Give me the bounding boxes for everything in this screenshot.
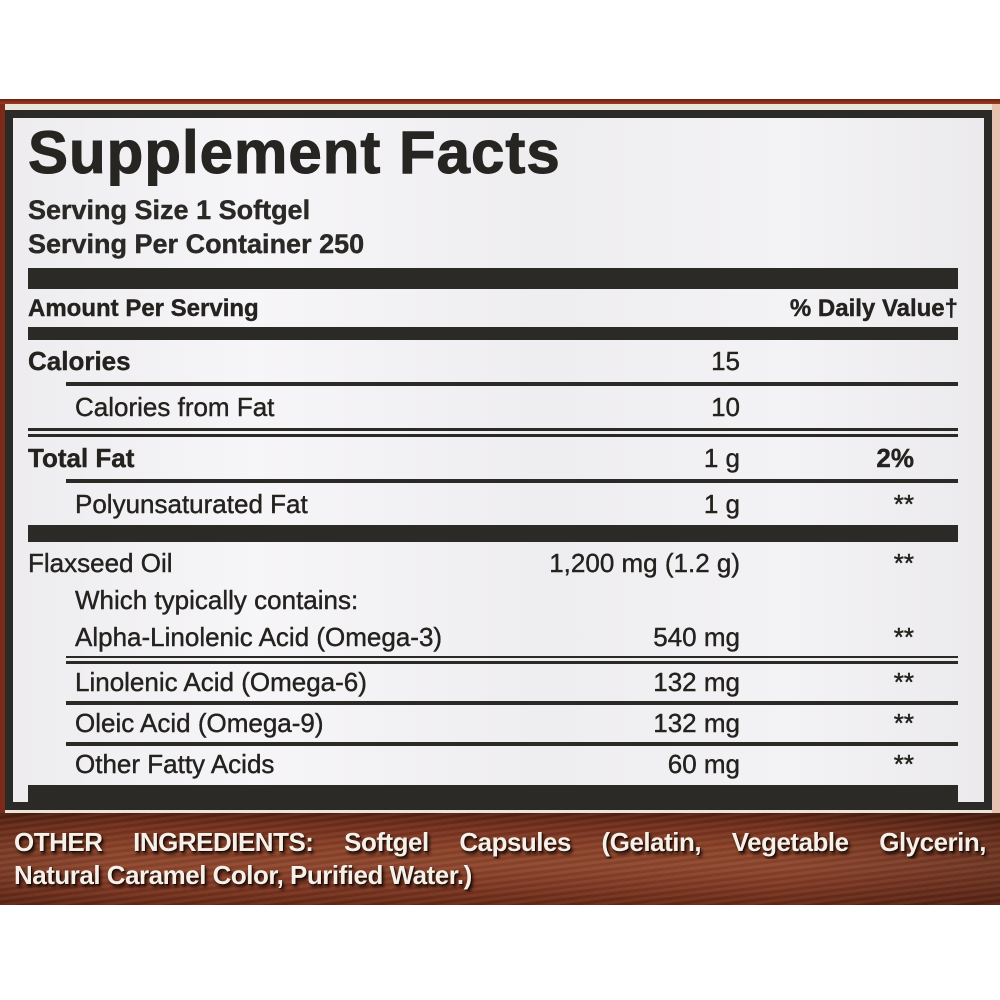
nutrient-amount: 15 bbox=[711, 346, 740, 377]
facts-row-total-fat: Total Fat 1 g 2% bbox=[28, 437, 958, 479]
facts-row-alpha-linolenic-acid: Alpha-Linolenic Acid (Omega-3) 540 mg ** bbox=[28, 619, 958, 656]
nutrient-name: Calories from Fat bbox=[75, 392, 275, 423]
panel-title: Supplement Facts bbox=[28, 119, 561, 186]
nutrient-name: Calories bbox=[28, 346, 131, 377]
nutrient-name: Which typically contains: bbox=[75, 585, 359, 616]
facts-row-which-typically-contains: Which typically contains: bbox=[28, 582, 958, 619]
row-divider bbox=[66, 701, 958, 706]
nutrient-name: Other Fatty Acids bbox=[75, 749, 275, 780]
nutrient-amount: 540 mg bbox=[653, 622, 740, 653]
facts-row-calories: Calories 15 bbox=[28, 340, 958, 382]
row-divider bbox=[66, 479, 958, 484]
nutrient-name: Polyunsaturated Fat bbox=[75, 489, 308, 520]
nutrient-name: Alpha-Linolenic Acid (Omega-3) bbox=[75, 622, 443, 653]
facts-row-flaxseed-oil: Flaxseed Oil 1,200 mg (1.2 g) ** bbox=[28, 542, 958, 582]
divider-bar bbox=[28, 268, 958, 290]
divider-bar bbox=[28, 525, 958, 543]
serving-size: Serving Size 1 Softgel bbox=[28, 195, 311, 226]
amount-per-serving-header: Amount Per Serving bbox=[28, 295, 259, 323]
nutrient-amount: 10 bbox=[711, 392, 740, 423]
other-ingredients-band: OTHER INGREDIENTS: Softgel Capsules (Gel… bbox=[0, 813, 1000, 905]
row-divider bbox=[66, 382, 958, 387]
row-divider bbox=[66, 742, 958, 747]
nutrient-amount: 60 mg bbox=[667, 749, 741, 780]
bottle-label: Supplement Facts Serving Size 1 Softgel … bbox=[0, 99, 1000, 905]
nutrient-name: Total Fat bbox=[28, 443, 135, 474]
label-top-edge bbox=[0, 99, 1000, 104]
nutrient-amount: 132 mg bbox=[653, 667, 740, 698]
nutrient-amount: 1 g bbox=[703, 489, 741, 520]
column-header-row: Amount Per Serving % Daily Value† bbox=[28, 289, 958, 327]
nutrient-name: Linolenic Acid (Omega-6) bbox=[75, 667, 367, 698]
nutrient-daily-value: ** bbox=[893, 708, 915, 739]
facts-row-calories-from-fat: Calories from Fat 10 bbox=[28, 386, 958, 428]
facts-row-polyunsaturated-fat: Polyunsaturated Fat 1 g ** bbox=[28, 483, 958, 525]
nutrient-daily-value: ** bbox=[893, 749, 915, 780]
label-left-edge bbox=[0, 104, 5, 813]
other-ingredients-line2: Natural Caramel Color, Purified Water.) bbox=[14, 860, 472, 890]
facts-row-oleic-acid: Oleic Acid (Omega-9) 132 mg ** bbox=[28, 705, 958, 742]
nutrient-daily-value: ** bbox=[893, 667, 915, 698]
nutrient-daily-value: ** bbox=[893, 622, 915, 653]
nutrient-daily-value: ** bbox=[893, 489, 915, 520]
supplement-facts-panel: Supplement Facts Serving Size 1 Softgel … bbox=[5, 110, 992, 810]
daily-value-header: % Daily Value† bbox=[789, 295, 958, 323]
label-right-edge bbox=[992, 104, 1000, 813]
divider-bar bbox=[28, 327, 958, 341]
other-ingredients-line1: OTHER INGREDIENTS: Softgel Capsules (Gel… bbox=[14, 827, 987, 857]
nutrient-amount: 132 mg bbox=[653, 708, 740, 739]
facts-row-other-fatty-acids: Other Fatty Acids 60 mg ** bbox=[28, 746, 958, 783]
servings-per-container: Serving Per Container 250 bbox=[28, 229, 365, 260]
facts-row-linolenic-acid: Linolenic Acid (Omega-6) 132 mg ** bbox=[28, 664, 958, 701]
nutrient-daily-value: ** bbox=[893, 548, 915, 579]
row-divider bbox=[66, 656, 958, 665]
nutrient-amount: 1,200 mg (1.2 g) bbox=[549, 548, 740, 579]
row-divider bbox=[28, 428, 958, 438]
divider-bar bbox=[28, 785, 958, 802]
nutrient-name: Oleic Acid (Omega-9) bbox=[75, 708, 324, 739]
nutrient-amount: 1 g bbox=[703, 443, 741, 474]
nutrient-daily-value: 2% bbox=[876, 443, 914, 474]
nutrient-name: Flaxseed Oil bbox=[28, 548, 173, 579]
